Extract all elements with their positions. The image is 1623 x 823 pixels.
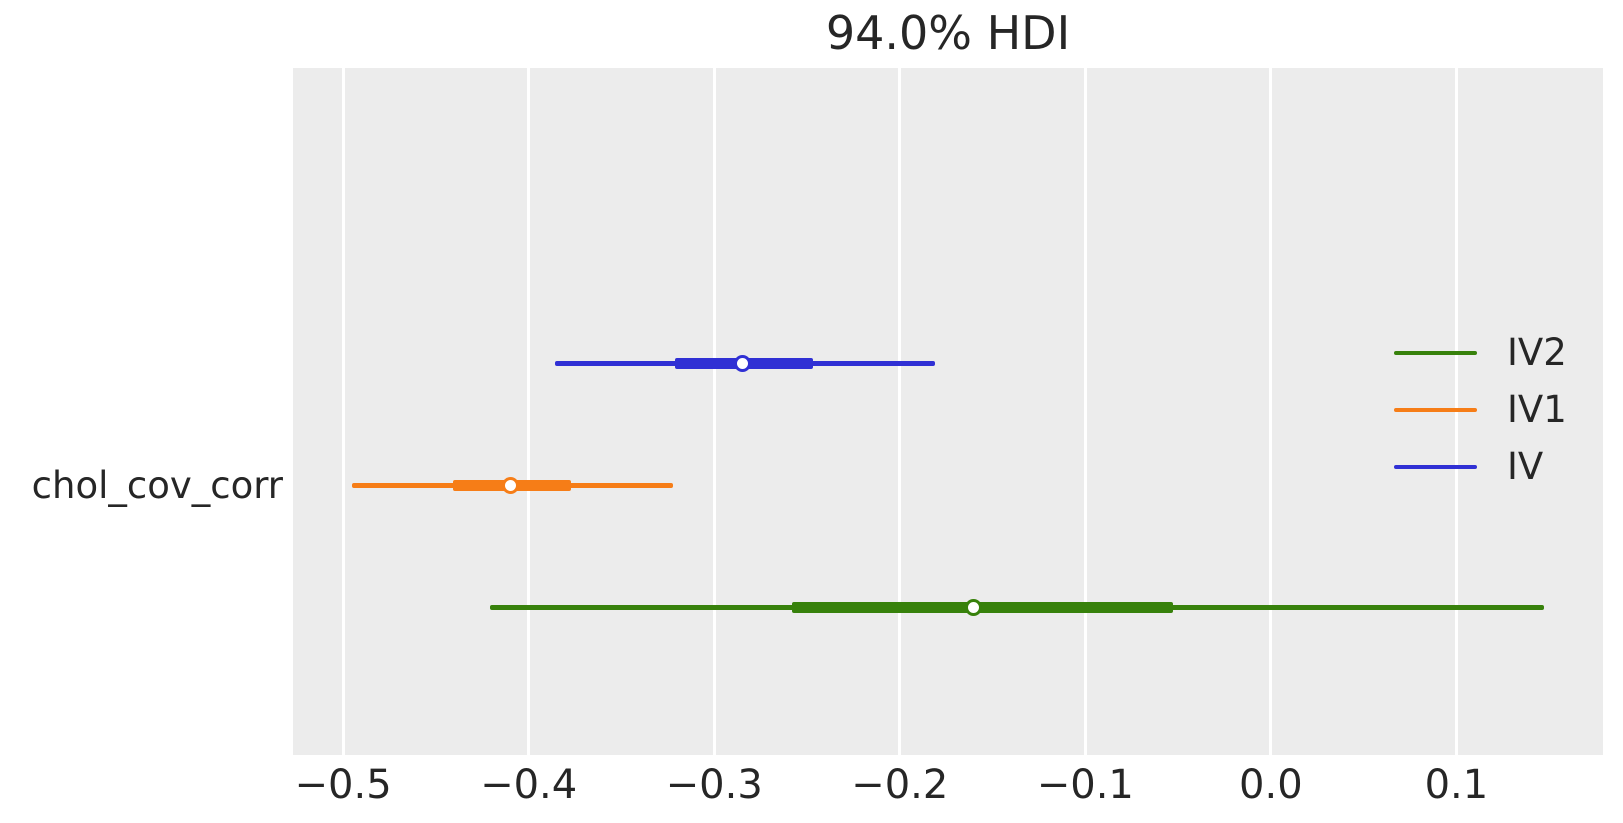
gridline-−0.2 bbox=[898, 68, 902, 755]
chart-title: 94.0% HDI bbox=[825, 6, 1071, 60]
gridline-−0.3 bbox=[712, 68, 716, 755]
gridline-−0.1 bbox=[1083, 68, 1087, 755]
legend-entry-iv1: IV1 bbox=[1394, 381, 1567, 438]
legend-label-iv1: IV1 bbox=[1507, 388, 1567, 431]
x-tick-label: −0.5 bbox=[294, 762, 392, 808]
legend-label-iv2: IV2 bbox=[1507, 331, 1567, 374]
x-tick-label: 0.0 bbox=[1239, 762, 1303, 808]
legend: IV2 IV1 IV bbox=[1394, 324, 1567, 495]
x-tick-label: −0.2 bbox=[851, 762, 949, 808]
x-axis-tick-labels: −0.5 −0.4 −0.3 −0.2 −0.1 0.0 0.1 bbox=[0, 762, 1623, 812]
legend-entry-iv2: IV2 bbox=[1394, 324, 1567, 381]
median-marker-iv1 bbox=[501, 476, 519, 494]
y-axis-row-label: chol_cov_corr bbox=[31, 464, 283, 507]
legend-line-swatch-iv1 bbox=[1394, 407, 1477, 412]
legend-label-iv: IV bbox=[1507, 445, 1544, 488]
x-tick-label: −0.3 bbox=[665, 762, 763, 808]
legend-entry-iv: IV bbox=[1394, 438, 1567, 495]
gridline-0.0 bbox=[1269, 68, 1273, 755]
x-tick-label: 0.1 bbox=[1424, 762, 1489, 808]
median-marker-iv bbox=[733, 354, 751, 372]
median-marker-iv2 bbox=[965, 598, 983, 616]
quartile-interval-line-iv2 bbox=[792, 601, 1173, 613]
gridline-−0.5 bbox=[341, 68, 345, 755]
x-tick-label: −0.1 bbox=[1036, 762, 1134, 808]
legend-line-swatch-iv bbox=[1394, 464, 1477, 469]
plot-area: IV2 IV1 IV bbox=[293, 68, 1603, 755]
gridline-−0.4 bbox=[527, 68, 531, 755]
x-tick-label: −0.4 bbox=[480, 762, 578, 808]
legend-line-swatch-iv2 bbox=[1394, 350, 1477, 355]
gridline-0.1 bbox=[1454, 68, 1458, 755]
